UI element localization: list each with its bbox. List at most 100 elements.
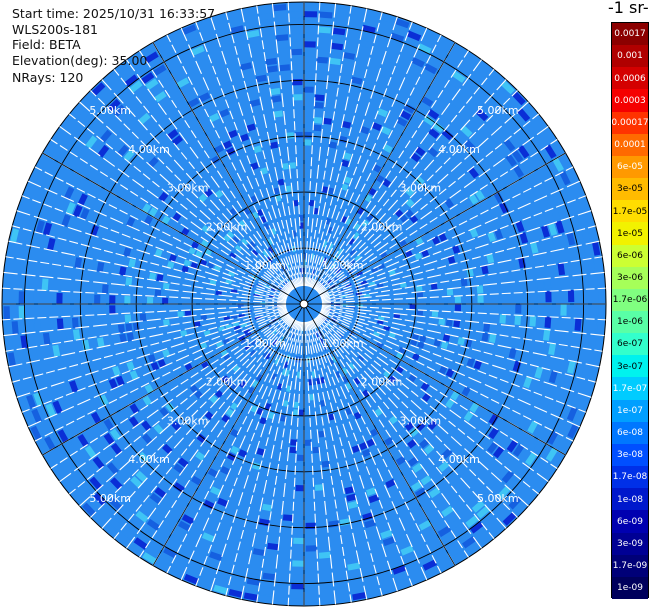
gate-cell — [345, 365, 352, 373]
gate-cell — [126, 361, 135, 372]
gate-cell — [204, 234, 212, 243]
ray-gap-line — [2, 287, 287, 304]
gate-cell — [598, 288, 605, 302]
gate-cell — [234, 244, 242, 252]
gate-cell — [451, 327, 460, 336]
gate-cell — [304, 192, 309, 199]
gate-cell — [319, 337, 324, 344]
gate-cell — [317, 330, 323, 337]
gate-cell — [259, 595, 274, 603]
gate-cell — [278, 277, 284, 283]
gate-cell — [304, 162, 311, 169]
gate-cell — [278, 225, 284, 233]
gate-cell — [559, 187, 570, 202]
gate-cell — [450, 390, 460, 401]
gate-cell — [532, 393, 543, 407]
gate-cell — [42, 222, 53, 236]
ray-gap-line — [318, 126, 549, 294]
gate-cell — [441, 109, 454, 121]
gate-cell — [129, 80, 143, 93]
colorbar-cell: 6e-07 — [612, 333, 648, 356]
gate-cell — [360, 280, 367, 285]
gate-cell — [480, 157, 492, 170]
gate-cell — [329, 57, 341, 66]
gate-cell — [33, 291, 40, 304]
gate-cell — [141, 203, 152, 214]
gate-cell — [343, 152, 352, 161]
colorbar-cell: 3e-05 — [612, 178, 648, 201]
gate-cell — [322, 257, 327, 264]
gate-cell — [395, 266, 403, 273]
gate-cell — [183, 165, 194, 175]
gate-cell — [352, 231, 360, 240]
gate-cell — [213, 584, 228, 595]
gate-cell — [146, 545, 161, 558]
gate-cell — [201, 532, 215, 543]
gate-cell — [249, 99, 261, 108]
gate-cell — [64, 425, 76, 440]
gate-cell — [406, 140, 418, 151]
gate-cell — [115, 375, 125, 387]
gate-cell — [356, 257, 364, 264]
gate-cell — [160, 431, 171, 442]
gate-cell — [195, 546, 210, 557]
gate-cell — [251, 220, 259, 228]
gate-cell — [85, 135, 98, 149]
gate-cell — [590, 304, 597, 318]
colorbar-tick-label: 1.7e-09 — [612, 561, 648, 571]
gate-cell — [270, 428, 278, 436]
gate-cell — [414, 252, 423, 260]
gate-cell — [304, 116, 313, 123]
gate-cell — [328, 243, 334, 250]
gate-cell — [490, 377, 500, 388]
gate-cell — [475, 432, 486, 445]
gate-cell — [440, 257, 449, 266]
gate-cell — [506, 439, 518, 453]
range-ring-label: 4.00km — [128, 143, 170, 156]
gate-cell — [552, 157, 564, 172]
gate-cell — [213, 21, 228, 32]
gate-cell — [154, 369, 163, 379]
gate-cell — [439, 394, 449, 405]
gate-cell — [493, 191, 504, 204]
gate-cell — [203, 499, 215, 510]
gate-cell — [256, 374, 263, 382]
colorbar-tick-label: 1e-08 — [617, 494, 643, 505]
gate-cell — [289, 270, 293, 277]
gate-cell — [274, 358, 280, 365]
gate-cell — [239, 317, 246, 322]
gate-cell — [249, 469, 260, 478]
azimuth-spoke — [152, 303, 305, 566]
gate-cell — [217, 420, 226, 430]
colorbar-cell: 1e-08 — [612, 488, 648, 511]
gate-cell — [347, 185, 355, 194]
gate-cell — [460, 105, 474, 118]
gate-cell — [70, 437, 83, 452]
gate-cell — [338, 457, 347, 465]
gate-cell — [295, 485, 304, 492]
gate-cell — [314, 200, 320, 207]
gate-cell — [317, 362, 322, 369]
gate-cell — [454, 304, 461, 312]
gate-cell — [223, 353, 231, 361]
gate-cell — [316, 347, 320, 354]
ray-gap-line — [90, 90, 292, 292]
ray-gap-line — [304, 2, 321, 287]
gate-cell — [446, 288, 454, 296]
gate-cell — [468, 193, 479, 205]
ray-gap-line — [5, 306, 287, 352]
gate-cell — [392, 524, 405, 535]
gate-cell — [96, 337, 105, 348]
gate-cell — [419, 438, 430, 449]
gate-cell — [430, 283, 438, 290]
gate-cell — [133, 106, 146, 119]
gate-cell — [213, 247, 222, 255]
gate-cell — [230, 445, 240, 455]
gate-cell — [177, 427, 188, 438]
gate-cell — [343, 176, 352, 184]
gate-cell — [412, 333, 420, 340]
gate-cell — [419, 335, 427, 343]
colorbar: 0.0017 0.001 0.0006 0.0003 0.00017 0.0001 6e-0… — [611, 22, 649, 600]
gate-cell — [124, 501, 138, 515]
gate-cell — [555, 220, 565, 234]
